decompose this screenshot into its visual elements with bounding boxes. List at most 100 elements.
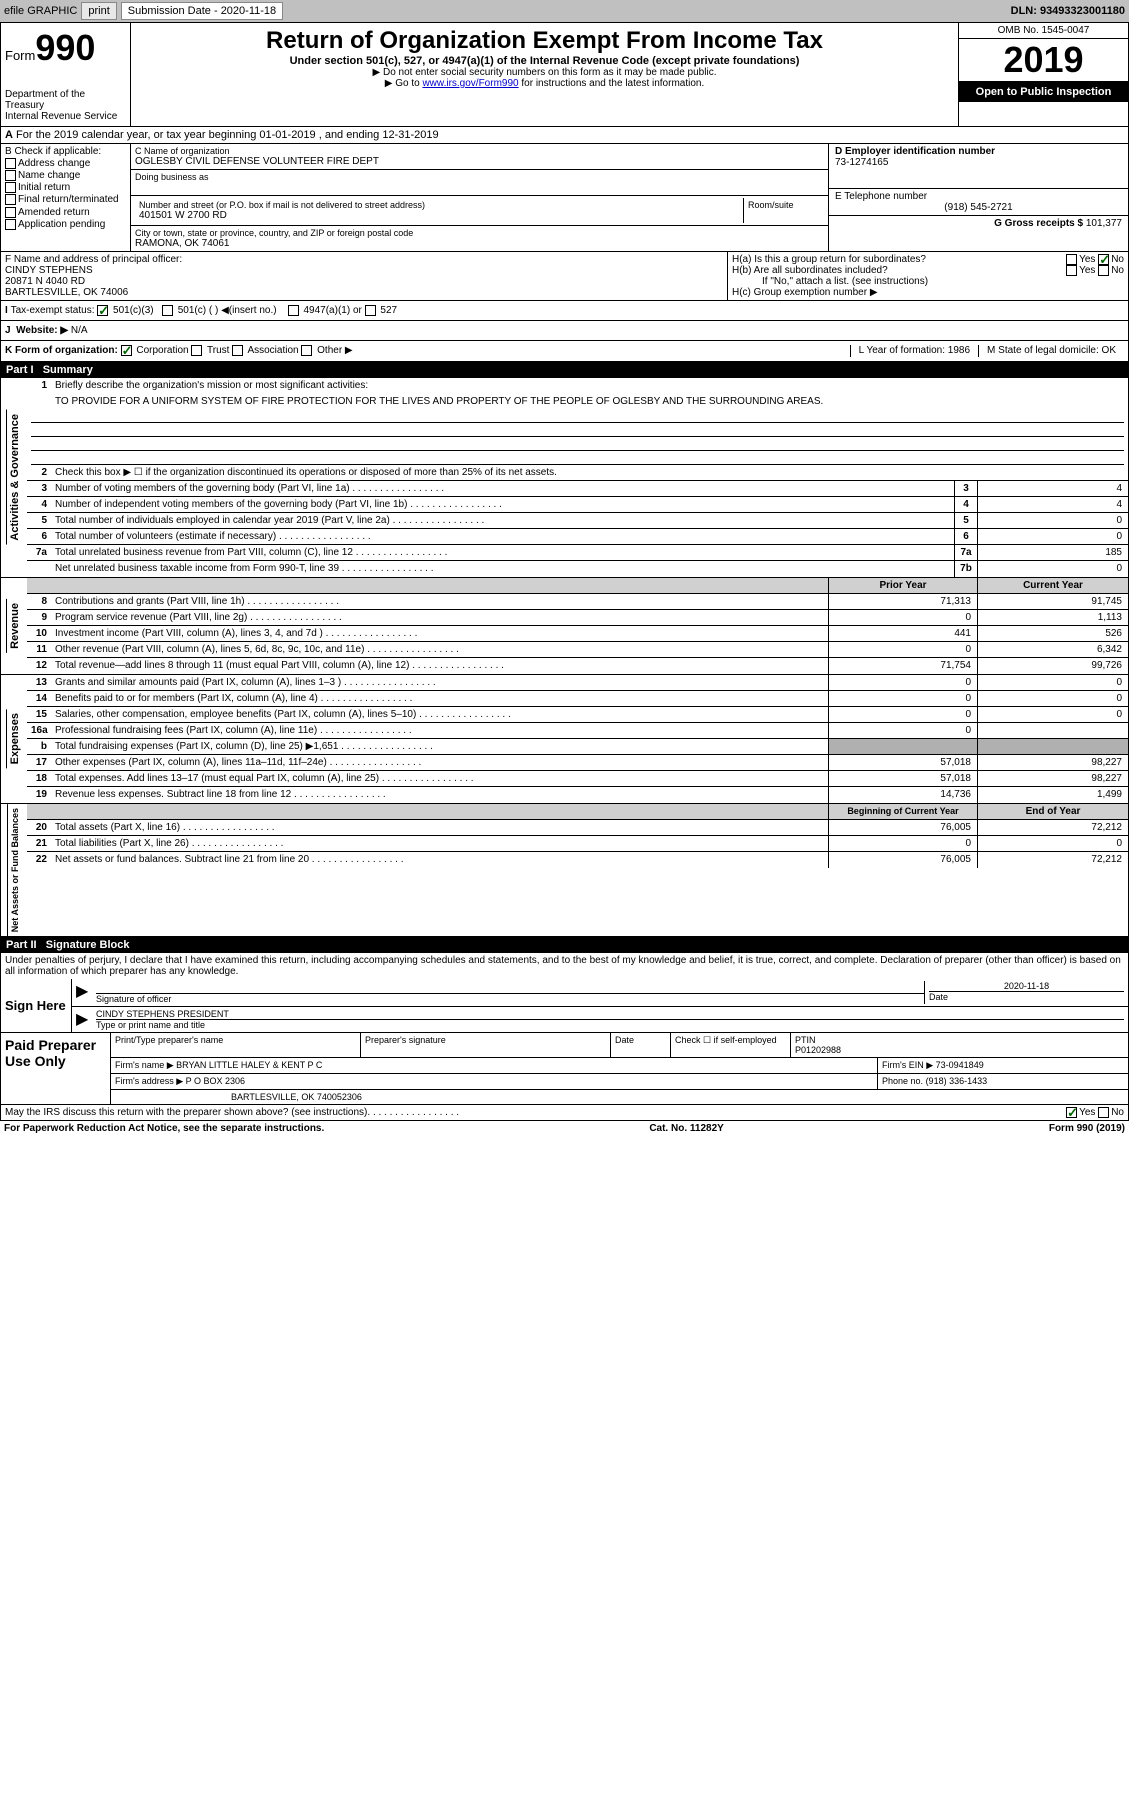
officer-addr2: BARTLESVILLE, OK 74006	[5, 287, 723, 298]
omb-number: OMB No. 1545-0047	[959, 23, 1128, 39]
prep-date-label: Date	[611, 1033, 671, 1057]
data-row: 14Benefits paid to or for members (Part …	[27, 691, 1128, 707]
discuss-row: May the IRS discuss this return with the…	[0, 1105, 1129, 1121]
j-label: J	[5, 325, 11, 336]
revenue-label: Revenue	[6, 599, 23, 653]
data-row: 22Net assets or fund balances. Subtract …	[27, 852, 1128, 868]
dln: DLN: 93493323001180	[1011, 5, 1125, 17]
data-row: 10Investment income (Part VIII, column (…	[27, 626, 1128, 642]
chk-501c[interactable]	[162, 305, 173, 316]
phone-value: (918) 545-2721	[835, 202, 1122, 213]
prep-sig-label: Preparer's signature	[361, 1033, 611, 1057]
preparer-label: Paid Preparer Use Only	[1, 1033, 111, 1104]
phone-label: E Telephone number	[835, 191, 1122, 202]
hb-note: If "No," attach a list. (see instruction…	[732, 276, 1124, 287]
chk-final[interactable]: Final return/terminated	[5, 194, 126, 205]
officer-addr1: 20871 N 4040 RD	[5, 276, 723, 287]
data-row: 21Total liabilities (Part X, line 26)00	[27, 836, 1128, 852]
data-row: bTotal fundraising expenses (Part IX, co…	[27, 739, 1128, 755]
form990-link[interactable]: www.irs.gov/Form990	[422, 78, 518, 89]
end-year-header: End of Year	[978, 804, 1128, 819]
chk-assoc[interactable]	[232, 345, 243, 356]
chk-amended[interactable]: Amended return	[5, 207, 126, 218]
chk-4947[interactable]	[288, 305, 299, 316]
governance-row: 2Check this box ▶ ☐ if the organization …	[27, 465, 1128, 481]
sig-date-val: 2020-11-18	[929, 981, 1124, 991]
officer-name: CINDY STEPHENS	[5, 265, 723, 276]
print-button[interactable]: print	[81, 2, 116, 20]
street-address: 401501 W 2700 RD	[139, 210, 739, 221]
form-label: Form	[5, 48, 35, 63]
open-public: Open to Public Inspection	[959, 82, 1128, 102]
data-row: 9Program service revenue (Part VIII, lin…	[27, 610, 1128, 626]
chk-address[interactable]: Address change	[5, 158, 126, 169]
data-row: 15Salaries, other compensation, employee…	[27, 707, 1128, 723]
discuss-yes[interactable]	[1066, 1107, 1077, 1118]
footer: For Paperwork Reduction Act Notice, see …	[0, 1121, 1129, 1136]
firm-addr1: P O BOX 2306	[186, 1076, 245, 1086]
data-row: 16aProfessional fundraising fees (Part I…	[27, 723, 1128, 739]
data-row: 11Other revenue (Part VIII, column (A), …	[27, 642, 1128, 658]
governance-row: Net unrelated business taxable income fr…	[27, 561, 1128, 577]
current-year-header: Current Year	[978, 578, 1128, 593]
prep-name-label: Print/Type preparer's name	[111, 1033, 361, 1057]
form-version: Form 990 (2019)	[1049, 1123, 1125, 1134]
beg-year-header: Beginning of Current Year	[828, 804, 978, 819]
instruction-2: ▶ Go to www.irs.gov/Form990 for instruct…	[135, 78, 954, 89]
ha-label: H(a) Is this a group return for subordin…	[732, 254, 926, 265]
governance-row: 7aTotal unrelated business revenue from …	[27, 545, 1128, 561]
website-value: N/A	[71, 325, 88, 336]
chk-other[interactable]	[301, 345, 312, 356]
dba-label: Doing business as	[135, 172, 824, 182]
chk-name[interactable]: Name change	[5, 170, 126, 181]
data-row: 12Total revenue—add lines 8 through 11 (…	[27, 658, 1128, 674]
governance-row: 5Total number of individuals employed in…	[27, 513, 1128, 529]
sig-date-label: Date	[929, 991, 1124, 1002]
box-h: H(a) Is this a group return for subordin…	[728, 252, 1128, 300]
room-label: Room/suite	[748, 200, 820, 210]
governance-row: 6Total number of volunteers (estimate if…	[27, 529, 1128, 545]
discuss-label: May the IRS discuss this return with the…	[5, 1107, 367, 1118]
data-row: 8Contributions and grants (Part VIII, li…	[27, 594, 1128, 610]
chk-trust[interactable]	[191, 345, 202, 356]
chk-initial[interactable]: Initial return	[5, 182, 126, 193]
box-b: B Check if applicable: Address change Na…	[1, 144, 131, 251]
part1-header: Part I Summary	[0, 362, 1129, 378]
cat-no: Cat. No. 11282Y	[649, 1123, 723, 1134]
chk-527[interactable]	[365, 305, 376, 316]
part2-header: Part II Signature Block	[0, 937, 1129, 953]
ein-label: D Employer identification number	[835, 146, 1122, 157]
website-row: J Website: ▶ N/A	[0, 321, 1129, 341]
irs-label: Internal Revenue Service	[5, 111, 126, 122]
discuss-no[interactable]	[1098, 1107, 1109, 1118]
section-fh: F Name and address of principal officer:…	[0, 252, 1129, 301]
expenses-label: Expenses	[6, 709, 23, 768]
state-domicile: M State of legal domicile: OK	[978, 345, 1124, 356]
main-title: Return of Organization Exempt From Incom…	[135, 27, 954, 55]
data-row: 18Total expenses. Add lines 13–17 (must …	[27, 771, 1128, 787]
period-row: A For the 2019 calendar year, or tax yea…	[0, 127, 1129, 144]
chk-501c3[interactable]	[97, 305, 108, 316]
hc-label: H(c) Group exemption number ▶	[732, 287, 1124, 298]
officer-name-title: CINDY STEPHENS PRESIDENT	[96, 1009, 1124, 1019]
mission-label: Briefly describe the organization's miss…	[51, 380, 1128, 391]
prep-selfemp-label: Check ☐ if self-employed	[671, 1033, 791, 1057]
signature-block: Under penalties of perjury, I declare th…	[0, 953, 1129, 1105]
sig-officer-label: Signature of officer	[96, 994, 171, 1004]
chk-corp[interactable]	[121, 345, 132, 356]
governance-row: 4Number of independent voting members of…	[27, 497, 1128, 513]
netassets-label: Net Assets or Fund Balances	[7, 804, 22, 936]
addr-label: Number and street (or P.O. box if mail i…	[139, 200, 739, 210]
firm-addr2: BARTLESVILLE, OK 740052306	[111, 1090, 1128, 1104]
chk-pending[interactable]: Application pending	[5, 219, 126, 230]
paperwork-notice: For Paperwork Reduction Act Notice, see …	[4, 1123, 324, 1134]
data-row: 17Other expenses (Part IX, column (A), l…	[27, 755, 1128, 771]
box-f: F Name and address of principal officer:…	[1, 252, 728, 300]
instruction-1: ▶ Do not enter social security numbers o…	[135, 67, 954, 78]
submission-date: Submission Date - 2020-11-18	[121, 2, 283, 20]
firm-ein: 73-0941849	[936, 1060, 984, 1070]
gross-label: G Gross receipts $	[994, 218, 1083, 229]
data-row: 20Total assets (Part X, line 16)76,00572…	[27, 820, 1128, 836]
section-bcd: B Check if applicable: Address change Na…	[0, 144, 1129, 252]
topbar: efile GRAPHIC print Submission Date - 20…	[0, 0, 1129, 22]
